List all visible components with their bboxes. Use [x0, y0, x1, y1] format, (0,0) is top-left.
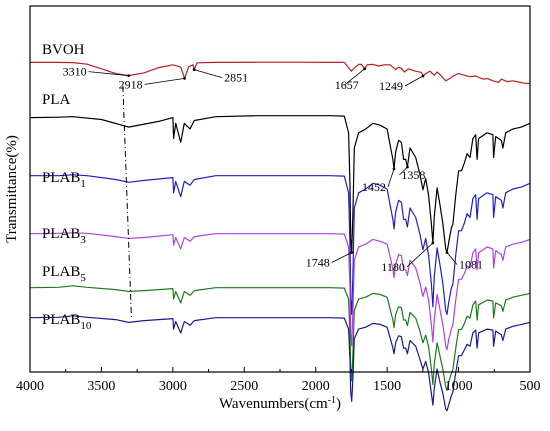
x-tick-label-2500: 2500	[230, 379, 258, 394]
peak-arrow-head-1452	[392, 167, 396, 171]
y-axis-title: Transmittance(%)	[4, 135, 20, 243]
peak-label-1249: 1249	[379, 79, 403, 93]
plot-area	[29, 61, 531, 412]
peak-arrow-head-2918	[183, 77, 186, 80]
series-label-2: PLAB1	[42, 170, 86, 190]
peak-arrow-head-1081	[445, 251, 449, 254]
peak-arrow-head-1180	[431, 241, 435, 245]
x-tick-label-1000: 1000	[445, 379, 473, 394]
peak-arrow-head-1249	[421, 74, 425, 78]
x-tick-label-3500: 3500	[87, 379, 115, 394]
peak-label-3310: 3310	[63, 65, 87, 79]
peak-annotations: 3310 2918 2851 1657 1249 1748 1452 1358 1180 1081	[63, 65, 483, 274]
peak-arrow-1081	[446, 252, 458, 265]
peak-arrow-1358	[399, 166, 408, 176]
x-axis-title: Wavenumbers(cm-1)	[219, 395, 341, 413]
peak-arrow-1452	[387, 168, 395, 188]
x-tick-label-1500: 1500	[373, 379, 401, 394]
peak-arrow-head-2851	[192, 68, 196, 71]
peak-arrow-3310	[88, 71, 129, 76]
peak-arrow-1657	[344, 68, 365, 86]
peak-arrow-head-3310	[127, 74, 130, 77]
peak-label-1180: 1180	[381, 260, 405, 274]
series-label-0: BVOH	[42, 42, 85, 58]
series-label-5: PLAB10	[42, 312, 92, 332]
peak-label-1452: 1452	[362, 180, 386, 194]
peak-label-1657: 1657	[335, 78, 359, 92]
x-tick-label-500: 500	[520, 379, 541, 394]
peak-label-2851: 2851	[224, 71, 248, 85]
series-line-3	[29, 232, 531, 351]
x-tick-label-2000: 2000	[302, 379, 330, 394]
peak-arrow-head-1358	[406, 165, 409, 169]
peak-arrow-2851	[194, 69, 223, 78]
peak-arrow-1180	[406, 242, 434, 268]
x-tick-label-3000: 3000	[159, 379, 187, 394]
peak-label-1081: 1081	[459, 258, 483, 272]
x-tick-label-4000: 4000	[16, 379, 44, 394]
peak-label-1358: 1358	[401, 168, 425, 182]
series-line-4	[29, 285, 531, 391]
peak-arrow-2918	[144, 78, 185, 85]
series-labels: BVOH PLA PLAB1 PLAB3 PLAB5 PLAB10	[42, 42, 92, 332]
series-line-5	[29, 315, 531, 412]
series-line-0	[30, 61, 531, 85]
series-label-1: PLA	[42, 92, 71, 108]
x-axis-ticks: 4000 3500 3000 2500 2000 1500 1000 500	[16, 367, 541, 394]
series-line-1	[29, 115, 531, 254]
series-label-3: PLAB3	[42, 226, 86, 246]
reference-dash-dot-line	[122, 85, 132, 319]
series-label-4: PLAB5	[42, 264, 86, 284]
peak-arrow-1249	[404, 75, 424, 87]
peak-arrow-head-1748	[350, 251, 354, 254]
peak-arrow-1748	[331, 252, 352, 263]
peak-label-1748: 1748	[306, 256, 330, 270]
peak-arrow-head-1657	[363, 67, 367, 71]
peak-label-2918: 2918	[119, 77, 143, 91]
series-line-2	[30, 174, 531, 315]
